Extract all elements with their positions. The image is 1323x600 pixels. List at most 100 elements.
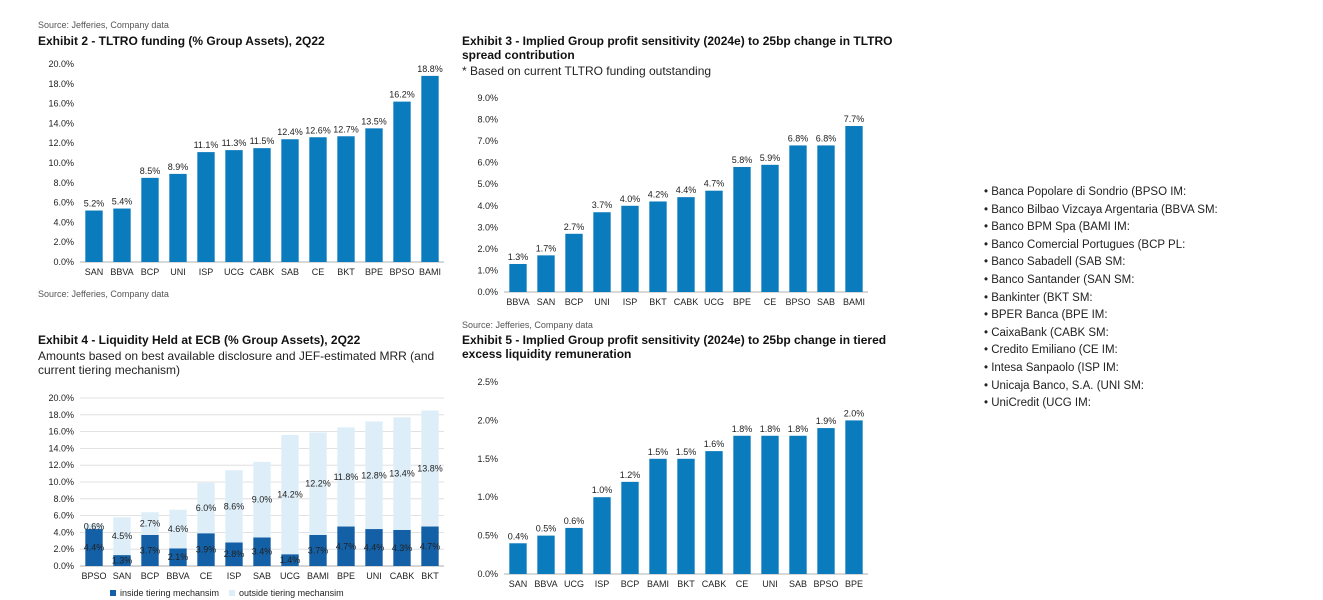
bar-inside-bpe [337,526,355,566]
data-label: 8.5% [140,166,161,176]
bar-inside-bcp [141,534,159,566]
x-tick-label: BCP [141,267,160,277]
y-tick-label: 18.0% [48,79,74,89]
bar-outside-cabk [393,417,411,530]
exhibit3-source: Source: Jefferies, Company data [462,320,593,330]
data-label: 11.3% [222,138,247,148]
exhibit4-subtitle-line1: Amounts based on best available disclosu… [38,349,435,363]
bar-bbva [113,208,131,262]
bar-bpso [393,101,411,262]
bar-bkt [677,458,695,574]
exhibit5-title-line1: Exhibit 5 - Implied Group profit sensiti… [462,333,887,347]
y-tick-label: 10.0% [48,477,74,487]
y-tick-label: 12.0% [48,138,74,148]
data-label-inside: 4.4% [364,543,385,553]
bar-outside-bami [309,432,327,535]
bar-inside-bpso [85,529,103,566]
x-tick-label: CABK [702,579,727,589]
exhibit4-subtitle-line2: current tiering mechanism) [38,363,181,377]
x-tick-label: BPSO [785,297,810,307]
bank-list-item: • Bankinter (BKT SM: [984,291,1093,304]
x-tick-label: SAN [537,297,556,307]
bank-list: • Banca Popolare di Sondrio (BPSO IM: • B… [984,184,1218,413]
x-tick-label: UNI [594,297,610,307]
data-label: 13.5% [361,116,387,126]
y-tick-label: 4.0% [53,527,74,537]
data-label: 1.0% [592,485,613,495]
bar-inside-cabk [393,529,411,566]
bar-inside-ucg [281,554,299,566]
data-label: 3.7% [592,200,613,210]
bar-outside-sab [253,461,271,538]
x-tick-label: BAMI [647,579,669,589]
x-tick-label: BKT [421,571,439,581]
y-tick-label: 0.0% [53,561,74,571]
bar-bami [845,126,863,292]
exhibit3-title-line1: Exhibit 3 - Implied Group profit sensiti… [462,34,893,48]
bar-cabk [677,197,695,292]
bar-isp [197,152,215,262]
data-label: 2.7% [564,222,585,232]
x-tick-label: ISP [595,579,610,589]
bar-ucg [565,527,583,574]
x-tick-label: BAMI [419,267,441,277]
x-tick-label: SAN [113,571,132,581]
y-tick-label: 14.0% [48,118,74,128]
exhibit2-source-bottom: Source: Jefferies, Company data [38,289,169,299]
bar-isp [593,497,611,574]
data-label: 6.8% [788,133,809,143]
exhibit2-bar-chart: 0.0% 2.0% 4.0% 6.0% 8.0% 10.0% 12.0% 14.0% 16.0%… [48,59,444,277]
bar-bkt [337,136,355,262]
x-tick-label: CE [200,571,213,581]
x-tick-label: UNI [762,579,778,589]
legend-swatch-outside [229,590,236,596]
bar-outside-ce [197,482,215,534]
bar-san [509,543,527,574]
x-tick-label: SAN [85,267,104,277]
x-tick-label: CABK [674,297,699,307]
x-tick-label: CABK [250,267,275,277]
data-label: 16.2% [389,90,415,100]
x-tick-label: SAN [509,579,528,589]
y-tick-label: 18.0% [48,410,74,420]
data-label: 11.5% [250,136,275,146]
bar-outside-bpso [85,524,103,530]
bar-ce [733,435,751,574]
x-tick-label: BPE [365,267,383,277]
bar-outside-isp [225,470,243,543]
data-label-inside: 2.1% [168,552,189,562]
x-tick-label: BCP [141,571,160,581]
data-label: 6.8% [816,133,837,143]
y-tick-label: 20.0% [48,393,74,403]
x-tick-label: BPE [845,579,863,589]
bar-bcp [621,481,639,574]
bar-bpe [365,128,383,262]
x-tick-label: CE [736,579,749,589]
x-tick-label: SAB [789,579,807,589]
y-tick-label: 14.0% [48,443,74,453]
y-tick-label: 4.0% [477,201,498,211]
bar-inside-isp [225,542,243,566]
data-label-inside: 4.7% [420,541,441,551]
data-label: 2.0% [844,408,865,418]
x-tick-label: UCG [224,267,244,277]
bar-outside-bbva [169,509,187,549]
data-label: 1.5% [648,447,669,457]
bar-bbva [509,263,527,292]
data-label: 8.9% [168,162,189,172]
y-tick-label: 0.5% [477,531,498,541]
bar-uni [593,212,611,292]
data-label: 12.4% [277,127,303,137]
data-label: 5.8% [732,155,753,165]
bar-ucg [225,150,243,262]
bar-sab [281,139,299,262]
bar-sab [817,145,835,292]
legend-label-outside: outside tiering mechansim [239,588,344,598]
x-tick-label: BBVA [166,571,189,581]
bank-list-item: • UniCredit (UCG IM: [984,397,1091,410]
x-tick-label: BBVA [506,297,529,307]
bar-inside-san [113,555,131,566]
x-tick-label: ISP [199,267,214,277]
y-tick-label: 2.0% [53,544,74,554]
y-tick-label: 20.0% [48,59,74,69]
